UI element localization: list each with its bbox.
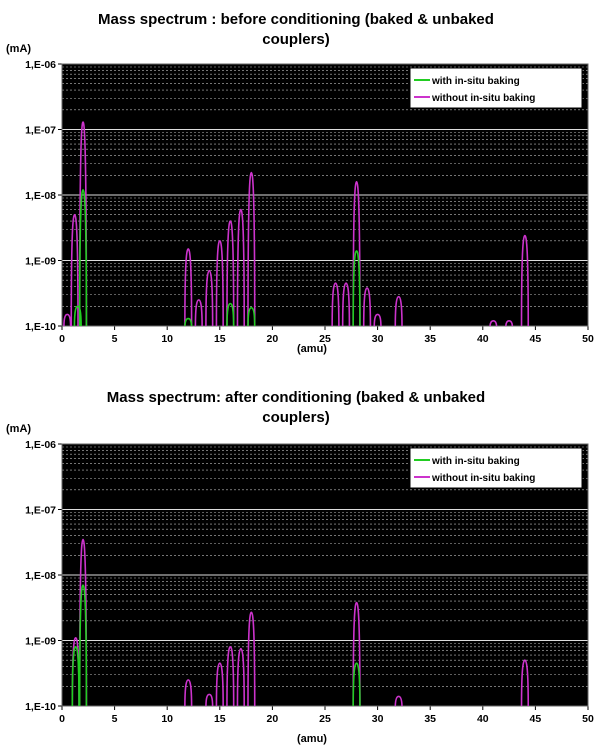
chart-1-y-unit: (mA) (6, 43, 31, 55)
x-tick-label: 45 (530, 333, 542, 345)
chart-1-title-line-2: couplers) (262, 31, 330, 48)
spectrum-peak (394, 295, 403, 326)
legend-label-without: without in-situ baking (431, 473, 535, 484)
x-tick-label: 25 (319, 333, 331, 345)
spectrum-peak (78, 189, 88, 326)
spectrum-peak (184, 679, 193, 706)
y-tick-label: 1,E-07 (25, 505, 56, 517)
legend-box (409, 67, 583, 109)
chart-2-x-unit: (amu) (297, 733, 327, 745)
spectrum-peak (215, 662, 224, 706)
spectrum-peak (78, 584, 88, 706)
spectrum-peak (394, 695, 403, 706)
y-tick-label: 1,E-08 (25, 190, 56, 202)
x-tick-label: 35 (424, 713, 436, 725)
spectrum-peak (247, 611, 256, 706)
legend-box (409, 447, 583, 489)
spectrum-peak (520, 659, 530, 706)
chart-1-x-unit: (amu) (297, 343, 327, 355)
spectrum-peak (520, 234, 530, 326)
x-tick-label: 15 (214, 713, 226, 725)
spectrum-peak (352, 601, 361, 706)
chart-2-y-unit: (mA) (6, 423, 31, 435)
legend-label-without: without in-situ baking (431, 93, 535, 104)
spectrum-peak (184, 248, 193, 326)
spectrum-peak (70, 213, 79, 326)
spectrum-peak (352, 250, 361, 326)
x-tick-label: 0 (59, 713, 65, 725)
spectrum-peak (78, 121, 88, 326)
spectrum-peak (205, 693, 214, 706)
spectrum-peak (331, 282, 340, 326)
legend-label-with: with in-situ baking (431, 456, 520, 467)
x-tick-label: 15 (214, 333, 226, 345)
series-without-baking (63, 121, 530, 326)
spectrum-peak (341, 282, 351, 326)
chart-1-plot: 1,E-10 1,E-09 1,E-08 1,E-07 1,E-06 0 5 10 15 20 25… (25, 59, 594, 345)
spectrum-peak (236, 208, 246, 326)
spectrum-peak (247, 306, 256, 326)
x-tick-label: 10 (161, 333, 173, 345)
chart-2-title-line-1: Mass spectrum: after conditioning (baked… (107, 389, 485, 406)
x-tick-label: 30 (372, 333, 384, 345)
x-tick-label: 45 (530, 713, 542, 725)
spectrum-peak (226, 646, 235, 706)
spectrum-peak (352, 662, 361, 706)
x-tick-label: 10 (161, 713, 173, 725)
y-tick-label: 1,E-09 (25, 256, 56, 268)
spectrum-peak (489, 320, 498, 326)
spectrum-peak (194, 299, 203, 326)
x-tick-label: 20 (267, 333, 279, 345)
chart-2-plot: 1,E-10 1,E-09 1,E-08 1,E-07 1,E-06 0 5 10 15 20 25… (25, 439, 594, 725)
y-tick-label: 1,E-06 (25, 439, 56, 451)
y-tick-label: 1,E-07 (25, 125, 56, 137)
x-tick-label: 5 (112, 333, 118, 345)
y-tick-label: 1,E-08 (25, 570, 56, 582)
spectrum-peak (184, 317, 193, 326)
y-tick-label: 1,E-09 (25, 636, 56, 648)
x-tick-label: 40 (477, 713, 489, 725)
x-tick-label: 5 (112, 713, 118, 725)
x-tick-label: 20 (267, 713, 279, 725)
chart-2-title-line-2: couplers) (262, 409, 330, 426)
spectrum-peak (373, 313, 382, 326)
x-tick-label: 35 (424, 333, 436, 345)
spectrum-peak (352, 180, 361, 326)
spectrum-peak (63, 313, 72, 326)
x-tick-label: 0 (59, 333, 65, 345)
x-tick-label: 30 (372, 713, 384, 725)
spectrum-peak (362, 287, 372, 326)
x-tick-label: 40 (477, 333, 489, 345)
spectrum-peak (215, 239, 224, 326)
y-tick-label: 1,E-06 (25, 59, 56, 71)
y-tick-label: 1,E-10 (25, 701, 56, 713)
y-tick-label: 1,E-10 (25, 321, 56, 333)
plot-frame (61, 443, 589, 707)
chart-1-title-line-1: Mass spectrum : before conditioning (bak… (98, 11, 494, 28)
series-with-baking (73, 189, 361, 326)
x-tick-label: 25 (319, 713, 331, 725)
series-with-baking (71, 584, 361, 706)
plot-frame (61, 63, 589, 327)
x-tick-label: 50 (582, 713, 594, 725)
spectrum-peak (247, 171, 256, 326)
spectrum-peak (226, 220, 235, 326)
spectrum-peak (505, 320, 514, 326)
spectrum-peak (205, 269, 214, 326)
legend-label-with: with in-situ baking (431, 76, 520, 87)
spectrum-peak (73, 305, 82, 326)
x-tick-label: 50 (582, 333, 594, 345)
spectrum-peak (236, 647, 245, 706)
spectrum-peak (71, 646, 80, 706)
spectrum-peak (226, 302, 235, 326)
